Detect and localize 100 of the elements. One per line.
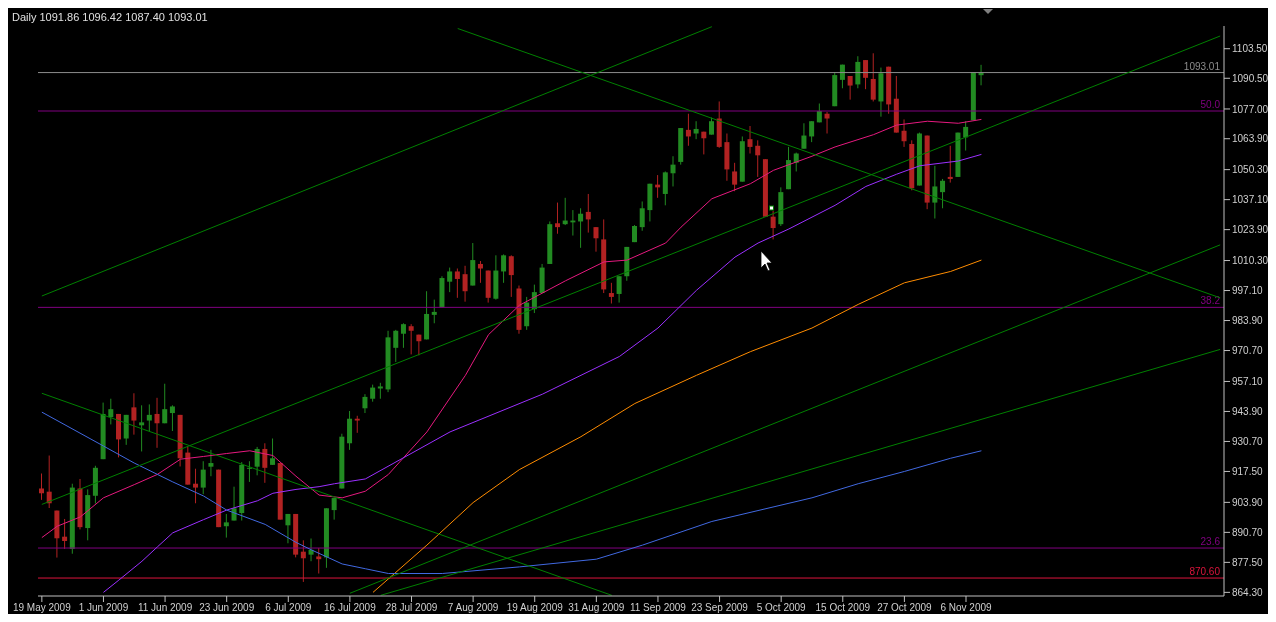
candlestick — [300, 539, 306, 583]
x-tick-label: 1 Jun 2009 — [78, 602, 129, 614]
annotation: 23.6 — [1200, 536, 1221, 548]
y-tick-label: 983.90 — [1232, 315, 1264, 327]
candlestick — [585, 193, 591, 234]
y-tick-label: 1063.90 — [1232, 133, 1269, 145]
candlestick — [146, 403, 152, 432]
candlestick — [670, 155, 676, 187]
candlestick — [901, 118, 907, 148]
candlestick — [169, 404, 175, 432]
y-tick-label: 957.10 — [1232, 376, 1264, 387]
candlestick — [732, 162, 738, 192]
line-series — [41, 118, 982, 539]
candlestick — [447, 267, 453, 293]
candlestick — [285, 513, 291, 544]
candlestick — [108, 398, 114, 425]
candlestick — [963, 120, 969, 152]
y-tick-label: 903.90 — [1232, 496, 1264, 508]
y-tick-label: 943.90 — [1232, 406, 1264, 417]
candlestick — [616, 275, 622, 304]
y-tick-label: 1050.30 — [1232, 164, 1269, 176]
candlestick — [809, 120, 815, 143]
candlestick — [747, 125, 753, 154]
line-series — [102, 153, 982, 593]
candlestick — [431, 299, 437, 324]
candlestick — [863, 59, 869, 90]
candlestick — [262, 442, 268, 484]
candlestick — [770, 210, 776, 240]
chart-title: Daily 1091.86 1096.42 1087.40 1093.01 — [12, 11, 208, 23]
candlestick — [139, 404, 145, 452]
candlestick — [231, 486, 237, 522]
candlestick — [847, 75, 853, 101]
candlestick — [154, 397, 160, 449]
candlestick — [801, 122, 807, 150]
candlestick — [755, 139, 761, 178]
candlestick — [393, 329, 399, 363]
x-tick-label: 7 Aug 2009 — [447, 602, 499, 614]
y-tick-label: 877.50 — [1232, 556, 1264, 568]
candlestick — [408, 323, 414, 355]
candlestick — [508, 254, 514, 298]
x-tick-label: 19 Aug 2009 — [506, 602, 564, 614]
candlestick — [593, 226, 599, 253]
candlestick — [932, 165, 938, 219]
y-tick-label: 930.70 — [1232, 436, 1264, 447]
y-tick-label: 1103.50 — [1232, 43, 1268, 55]
ref-line-label: 870.60 — [1189, 566, 1221, 578]
candlestick — [855, 55, 861, 89]
candlestick — [131, 392, 137, 436]
x-tick-label: 28 Jul 2009 — [385, 602, 438, 614]
candlestick — [362, 393, 368, 414]
candlestick — [454, 268, 460, 299]
y-tick-label: 917.50 — [1232, 466, 1264, 477]
x-tick-label: 16 Jul 2009 — [324, 602, 377, 614]
line-series — [41, 411, 982, 574]
candlestick — [316, 547, 322, 574]
y-tick-label: 1090.50 — [1232, 72, 1269, 84]
annotation: 50.0 — [1200, 99, 1221, 110]
candlestick — [462, 265, 468, 303]
y-tick-label: 970.70 — [1232, 345, 1264, 357]
candlestick — [162, 383, 168, 424]
x-tick-label: 23 Sep 2009 — [691, 602, 749, 614]
x-tick-label: 27 Oct 2009 — [877, 602, 933, 614]
candlestick — [200, 460, 206, 495]
candlestick — [685, 113, 691, 147]
candlestick — [193, 468, 199, 504]
annotation: 38.2 — [1200, 295, 1221, 307]
candlestick — [639, 200, 645, 232]
y-tick-label: 890.70 — [1232, 526, 1264, 538]
candlestick — [477, 260, 483, 284]
candlestick — [608, 282, 614, 304]
candlestick — [62, 518, 68, 550]
x-tick-label: 19 May 2009 — [12, 602, 72, 614]
line-series — [372, 259, 982, 593]
candlestick — [501, 253, 507, 284]
y-tick-label: 1077.00 — [1232, 103, 1269, 115]
candlestick — [947, 145, 953, 184]
candlestick — [870, 52, 876, 102]
x-tick-label: 23 Jun 2009 — [199, 602, 255, 614]
y-tick-label: 997.10 — [1232, 285, 1264, 297]
x-tick-label: 31 Aug 2009 — [568, 602, 625, 614]
candlestick — [254, 446, 260, 476]
ref-line-label: 1093.01 — [1183, 60, 1221, 72]
candlestick — [400, 322, 406, 349]
candlestick — [223, 513, 229, 539]
candlestick — [940, 178, 946, 209]
x-tick-label: 6 Nov 2009 — [940, 602, 993, 614]
candlestick — [554, 202, 560, 235]
candlestick — [824, 111, 830, 134]
candlestick — [578, 207, 584, 249]
y-tick-label: 1023.90 — [1232, 224, 1269, 236]
y-tick-label: 1010.30 — [1232, 255, 1269, 267]
y-tick-label: 864.30 — [1232, 586, 1264, 598]
x-tick-label: 15 Oct 2009 — [815, 602, 871, 614]
candlestick — [246, 460, 252, 483]
x-tick-label: 6 Jul 2009 — [265, 602, 312, 614]
y-tick-label: 1037.10 — [1232, 194, 1269, 206]
candlestick — [693, 120, 699, 140]
candlestick — [270, 438, 276, 466]
candlestick — [208, 449, 214, 477]
candlestick — [331, 497, 337, 521]
